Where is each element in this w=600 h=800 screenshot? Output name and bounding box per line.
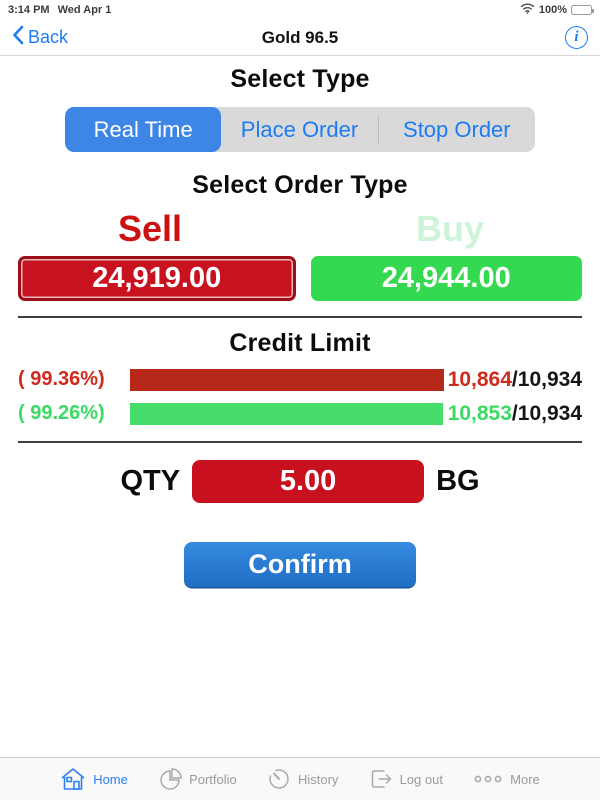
page-title: Gold 96.5 [261,27,339,47]
tab-real-time[interactable]: Real Time [65,107,222,152]
battery-icon [571,5,594,15]
credit-separator: / [511,401,518,425]
pie-chart-icon [158,767,182,791]
tab-bar: Home Portfolio History Log out [0,757,600,800]
buy-label[interactable]: Buy [415,208,484,249]
tab-stop-order[interactable]: Stop Order [403,116,511,142]
divider [18,316,582,318]
credit-bar [130,368,446,391]
back-label: Back [28,27,69,47]
credit-bar [130,402,446,425]
credit-used: 10,853 [447,401,512,425]
status-bar: 3:14 PM Wed Apr 1 100% [0,0,600,20]
status-date: Wed Apr 1 [57,4,112,16]
sell-price-button[interactable]: 24,919.00 [18,256,296,301]
segment-separator [377,115,379,144]
clock-icon [267,767,291,791]
tab-home[interactable]: Home [60,767,128,791]
tab-label: More [510,771,540,787]
tab-more[interactable]: More [473,772,540,787]
credit-row-buy: ( 99.26%) 10,853/10,934 [18,401,582,426]
qty-input[interactable]: 5.00 [192,460,425,503]
credit-percent: ( 99.26%) [18,402,105,424]
tab-label: Log out [399,771,443,787]
home-icon [60,767,86,791]
credit-used: 10,864 [447,367,512,391]
tab-log-out[interactable]: Log out [369,767,443,791]
tab-history[interactable]: History [267,767,338,791]
battery-percent: 100% [538,4,567,16]
tab-portfolio[interactable]: Portfolio [158,767,237,791]
wifi-icon [520,3,535,17]
qty-label: QTY [120,465,181,497]
order-mode-segmented-control: Real Time Place Order Stop Order [65,107,535,152]
tab-label: Home [93,771,128,787]
credit-total: 10,934 [517,401,582,425]
tab-label: History [297,771,339,787]
logout-icon [369,767,393,791]
divider [18,441,582,443]
select-order-type-heading: Select Order Type [192,171,408,199]
more-dots-icon [473,774,503,784]
sell-label[interactable]: Sell [117,208,183,249]
buy-price-button[interactable]: 24,944.00 [310,256,582,301]
nav-bar: Back Gold 96.5 i [0,20,600,56]
tab-place-order[interactable]: Place Order [240,116,359,142]
confirm-button[interactable]: Confirm [184,542,416,587]
chevron-left-icon [12,25,24,50]
credit-limit-heading: Credit Limit [229,329,371,357]
back-button[interactable]: Back [12,25,68,50]
credit-separator: / [511,367,518,391]
credit-percent: ( 99.36%) [18,368,105,390]
status-time: 3:14 PM [8,4,50,16]
qty-unit-label: BG [436,465,480,497]
select-type-heading: Select Type [230,65,370,93]
info-icon: i [574,29,579,45]
info-button[interactable]: i [565,26,588,49]
credit-total: 10,934 [517,367,582,391]
credit-row-sell: ( 99.36%) 10,864/10,934 [18,367,582,392]
tab-label: Portfolio [189,771,237,787]
